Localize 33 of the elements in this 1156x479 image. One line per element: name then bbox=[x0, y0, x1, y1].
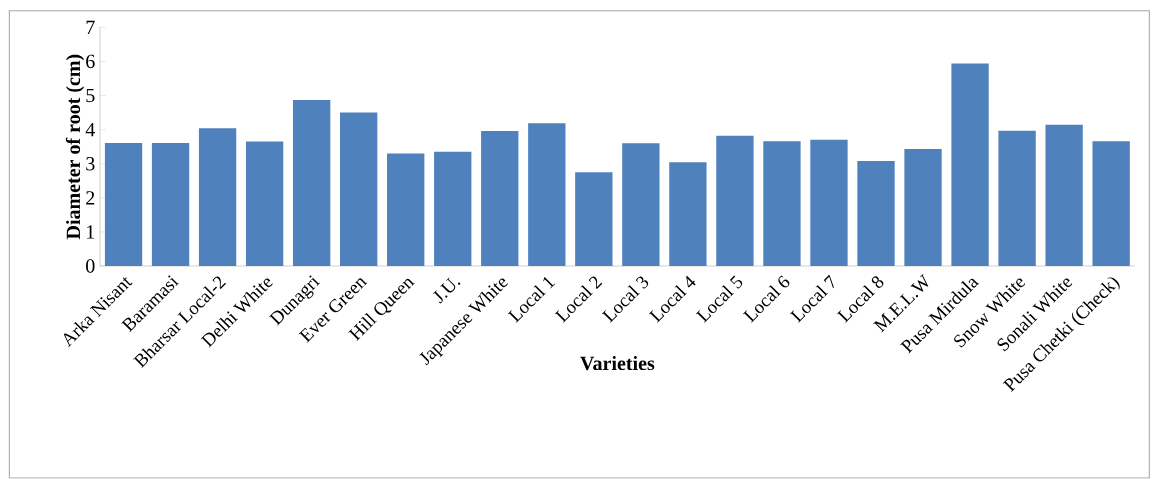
y-tick-label: 0 bbox=[86, 259, 95, 273]
y-tick-label: 3 bbox=[86, 157, 95, 171]
y-tick-label: 6 bbox=[86, 54, 95, 69]
y-axis-title: Diameter of root (cm) bbox=[65, 54, 85, 240]
bar bbox=[387, 153, 425, 267]
y-tick-label: 4 bbox=[85, 123, 95, 137]
bar bbox=[998, 130, 1036, 267]
y-tick-label: 5 bbox=[86, 89, 95, 103]
bar bbox=[198, 128, 237, 267]
bar bbox=[1045, 125, 1083, 267]
bar bbox=[575, 172, 613, 267]
bar bbox=[245, 141, 284, 267]
bar bbox=[951, 63, 989, 267]
y-tick-label: 7 bbox=[86, 20, 95, 35]
bar bbox=[1092, 141, 1130, 267]
bar bbox=[669, 162, 707, 267]
bar bbox=[857, 161, 895, 267]
y-tick-label: 2 bbox=[86, 191, 95, 205]
bar bbox=[151, 143, 190, 267]
y-tick-label: 1 bbox=[87, 225, 95, 239]
bar bbox=[810, 140, 848, 267]
bar bbox=[716, 135, 754, 267]
bar bbox=[528, 123, 566, 267]
bar bbox=[104, 143, 143, 267]
bar bbox=[622, 143, 660, 267]
bar bbox=[763, 141, 801, 267]
x-tick-label: J.U. bbox=[433, 277, 461, 304]
bar bbox=[904, 149, 942, 267]
x-axis-title: Varieties bbox=[580, 356, 655, 371]
bar bbox=[340, 112, 378, 267]
bar bbox=[481, 131, 519, 267]
bar bbox=[292, 100, 331, 267]
bar bbox=[434, 151, 472, 267]
